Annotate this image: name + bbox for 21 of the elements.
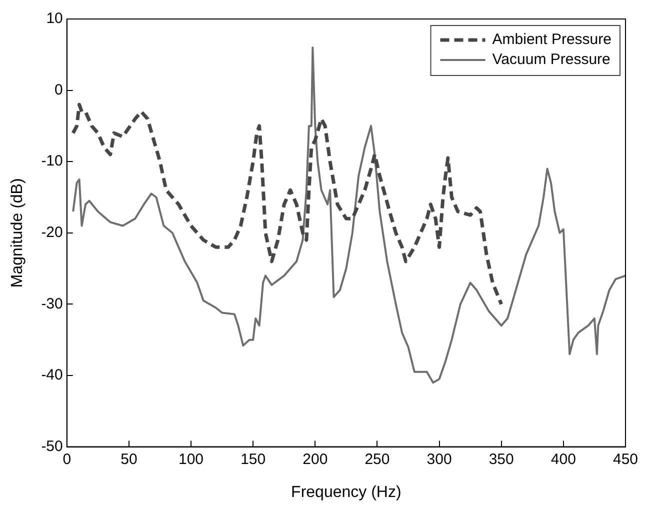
- x-tick-label: 200: [302, 450, 328, 468]
- legend-label: Vacuum Pressure: [492, 51, 610, 68]
- x-tick-label: 50: [120, 450, 138, 468]
- x-tick-label: 300: [426, 450, 452, 468]
- y-tick-label: -50: [41, 438, 63, 455]
- y-tick-label: 10: [46, 10, 63, 28]
- x-tick-label: 100: [178, 450, 204, 468]
- x-axis-title: Frequency (Hz): [291, 484, 402, 501]
- x-tick-label: 400: [550, 450, 576, 468]
- x-tick-label: 250: [364, 450, 390, 468]
- x-tick-label: 450: [612, 450, 638, 468]
- line-series: [71, 102, 504, 306]
- y-tick-label: -20: [41, 224, 63, 242]
- y-tick-label: 0: [54, 81, 63, 98]
- x-tick-label: 150: [240, 450, 266, 468]
- y-axis-title: Magnitude (dB): [9, 178, 26, 288]
- legend-label: Ambient Pressure: [492, 31, 612, 48]
- y-tick-label: -10: [41, 152, 63, 170]
- x-tick-label: 350: [488, 450, 514, 468]
- y-tick-label: -40: [41, 366, 63, 384]
- y-tick-label: -30: [41, 295, 63, 312]
